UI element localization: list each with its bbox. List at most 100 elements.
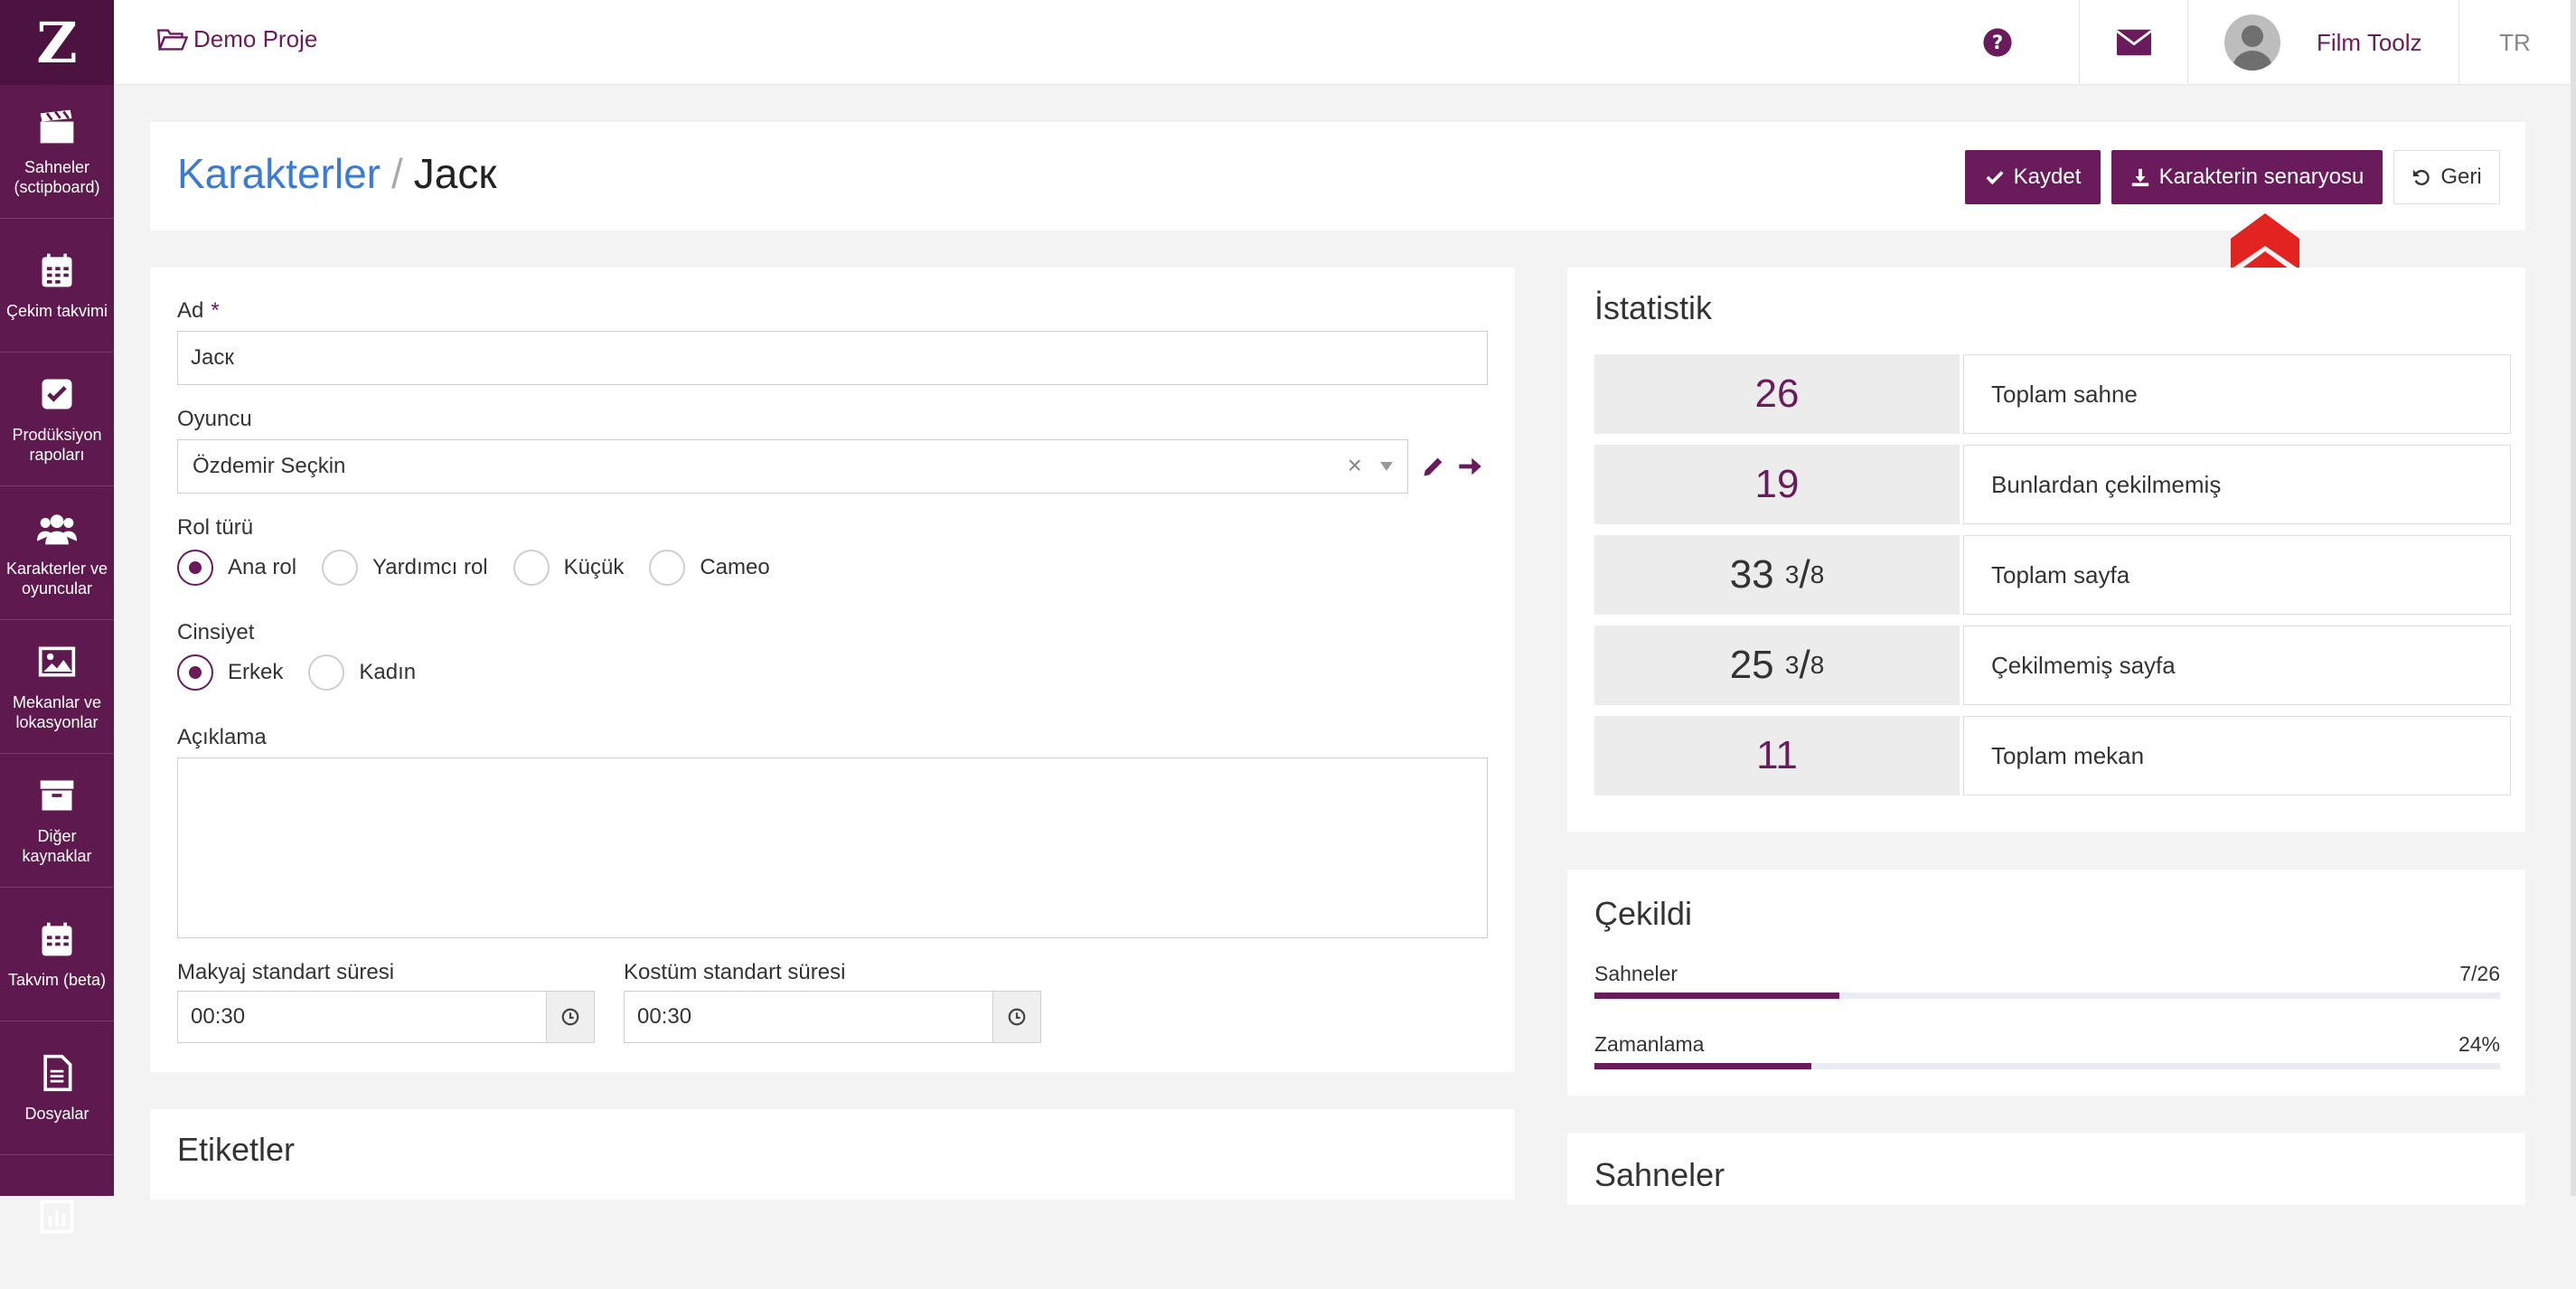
role-option-supporting[interactable]: Yardımcı rol	[322, 550, 488, 586]
calendar-icon	[42, 922, 72, 955]
name-label: Ad *	[177, 298, 220, 324]
stat-row: 33 3/8 Toplam sayfa	[1594, 535, 2511, 615]
sidebar: Z Sahneler (sctipboard) Çekim takvimi Pr…	[0, 0, 114, 1234]
required-mark: *	[211, 298, 220, 323]
costume-duration-label: Kostüm standart süresi	[624, 960, 846, 984]
sidebar-item-reports[interactable]	[0, 1155, 114, 1289]
role-option-main[interactable]: Ana rol	[177, 550, 296, 586]
timing-progress-fill	[1594, 1063, 1812, 1069]
image-icon	[38, 646, 76, 676]
sidebar-item-other-resources[interactable]: Diğer kaynaklar	[0, 754, 114, 888]
radio-button[interactable]	[177, 654, 213, 691]
stat-row: 11 Toplam mekan	[1594, 716, 2511, 795]
svg-text:?: ?	[1992, 32, 2003, 54]
gender-radio-group: Erkek Kadın	[177, 654, 441, 691]
scenes-progress-label: Sahneler	[1594, 962, 1678, 985]
sidebar-item-label: Çekim takvimi	[5, 301, 108, 320]
sidebar-item-files[interactable]: Dosyalar	[0, 1021, 114, 1155]
costume-duration-input[interactable]: 00:30	[624, 991, 994, 1043]
character-script-button[interactable]: Karakterin senaryosu	[2111, 150, 2383, 204]
tags-section: Etiketler	[150, 1109, 1515, 1200]
role-type-label: Rol türü	[177, 515, 254, 540]
stat-row: 19 Bunlardan çekilmemiş	[1594, 445, 2511, 524]
go-to-actor-icon[interactable]	[1457, 454, 1482, 479]
gender-label: Cinsiyet	[177, 620, 255, 644]
actor-select[interactable]: Özdemir Seçkin ×	[177, 439, 1408, 494]
name-label-text: Ad	[177, 298, 204, 323]
chevron-down-icon[interactable]	[1380, 462, 1393, 471]
stat-row: 25 3/8 Çekilmemiş sayfa	[1594, 626, 2511, 705]
description-label: Açıklama	[177, 725, 267, 749]
project-link[interactable]: Demo Proje	[157, 25, 317, 53]
stat-label: Çekilmemiş sayfa	[1963, 626, 2511, 705]
role-option-cameo[interactable]: Cameo	[649, 550, 770, 586]
scenes-progress-row: Sahneler 7/26	[1594, 962, 2500, 986]
clear-select-icon[interactable]: ×	[1347, 451, 1362, 479]
stat-label: Toplam sayfa	[1963, 535, 2511, 615]
makeup-duration-input[interactable]: 00:30	[177, 991, 548, 1043]
clock-icon	[1008, 1008, 1026, 1026]
sidebar-item-calendar-beta[interactable]: Takvim (beta)	[0, 888, 114, 1021]
stat-value: 11	[1594, 716, 1960, 795]
sidebar-item-label: Dosyalar	[24, 1104, 89, 1123]
sidebar-item-label: Takvim (beta)	[7, 970, 107, 989]
envelope-icon	[2116, 29, 2151, 56]
gender-option-male[interactable]: Erkek	[177, 654, 283, 691]
sidebar-item-label: Karakterler ve oyuncular	[5, 559, 108, 597]
edit-actor-icon[interactable]	[1421, 454, 1446, 479]
page-scrollbar[interactable]	[2571, 0, 2576, 1196]
radio-button[interactable]	[322, 550, 359, 586]
check-icon	[1986, 171, 2004, 185]
character-name-title: Jacк	[413, 150, 497, 197]
stat-row: 26 Toplam sahne	[1594, 354, 2511, 434]
stat-numerator: 3	[1784, 651, 1800, 679]
costume-time-picker[interactable]	[992, 991, 1041, 1043]
description-textarea[interactable]	[177, 757, 1488, 938]
stat-denominator: 8	[1810, 651, 1825, 679]
stat-fraction-slash: /	[1799, 552, 1810, 597]
breadcrumb-separator: /	[390, 150, 403, 197]
back-button[interactable]: Geri	[2393, 150, 2500, 204]
scenes-progress-fill	[1594, 993, 1839, 999]
users-icon	[37, 513, 77, 544]
clock-icon	[561, 1008, 579, 1026]
timing-progress-bar	[1594, 1063, 2500, 1069]
radio-button[interactable]	[649, 550, 686, 586]
sidebar-item-label: Prodüksiyon rapoları	[12, 425, 102, 464]
role-option-minor[interactable]: Küçük	[512, 550, 625, 586]
user-name: Film Toolz	[2317, 28, 2422, 56]
stat-fraction-slash: /	[1799, 643, 1810, 687]
sidebar-item-production-reports[interactable]: Prodüksiyon rapoları	[0, 353, 114, 486]
name-input[interactable]: Jacк	[177, 331, 1488, 385]
sidebar-item-label: Mekanlar ve lokasyonlar	[12, 692, 102, 731]
radio-label: Küçük	[563, 555, 625, 579]
role-type-radio-group: Ana rol Yardımcı rol Küçük Cameo	[177, 550, 795, 586]
save-button[interactable]: Kaydet	[1965, 150, 2101, 204]
breadcrumb-characters-link[interactable]: Karakterler	[177, 150, 381, 197]
help-button[interactable]: ?	[1967, 0, 2028, 85]
makeup-time-picker[interactable]	[546, 991, 595, 1043]
folder-open-icon	[157, 28, 188, 51]
character-script-label: Karakterin senaryosu	[2158, 165, 2364, 189]
radio-button[interactable]	[308, 654, 345, 691]
gender-option-female[interactable]: Kadın	[308, 654, 416, 691]
sidebar-item-locations[interactable]: Mekanlar ve lokasyonlar	[0, 620, 114, 754]
actor-select-value: Özdemir Seçkin	[193, 454, 346, 478]
logo-text: Z	[36, 9, 78, 76]
timing-progress-value: 24%	[2458, 1032, 2500, 1056]
avatar	[2224, 14, 2280, 71]
messages-button[interactable]	[2079, 0, 2187, 85]
user-menu[interactable]: Film Toolz	[2187, 0, 2458, 85]
radio-label: Kadın	[359, 660, 417, 684]
radio-button[interactable]	[177, 550, 213, 586]
radio-button[interactable]	[512, 550, 550, 586]
radio-label: Erkek	[228, 660, 284, 684]
sidebar-item-scenes[interactable]: Sahneler (sctipboard)	[0, 85, 114, 219]
app-logo[interactable]: Z	[0, 0, 114, 85]
language-switch[interactable]: TR	[2458, 0, 2571, 85]
timing-progress-label: Zamanlama	[1594, 1032, 1705, 1056]
sidebar-item-shooting-schedule[interactable]: Çekim takvimi	[0, 219, 114, 353]
sidebar-item-characters[interactable]: Karakterler ve oyuncular	[0, 486, 114, 620]
stat-label: Toplam sahne	[1963, 354, 2511, 434]
stat-numerator: 3	[1784, 560, 1800, 588]
